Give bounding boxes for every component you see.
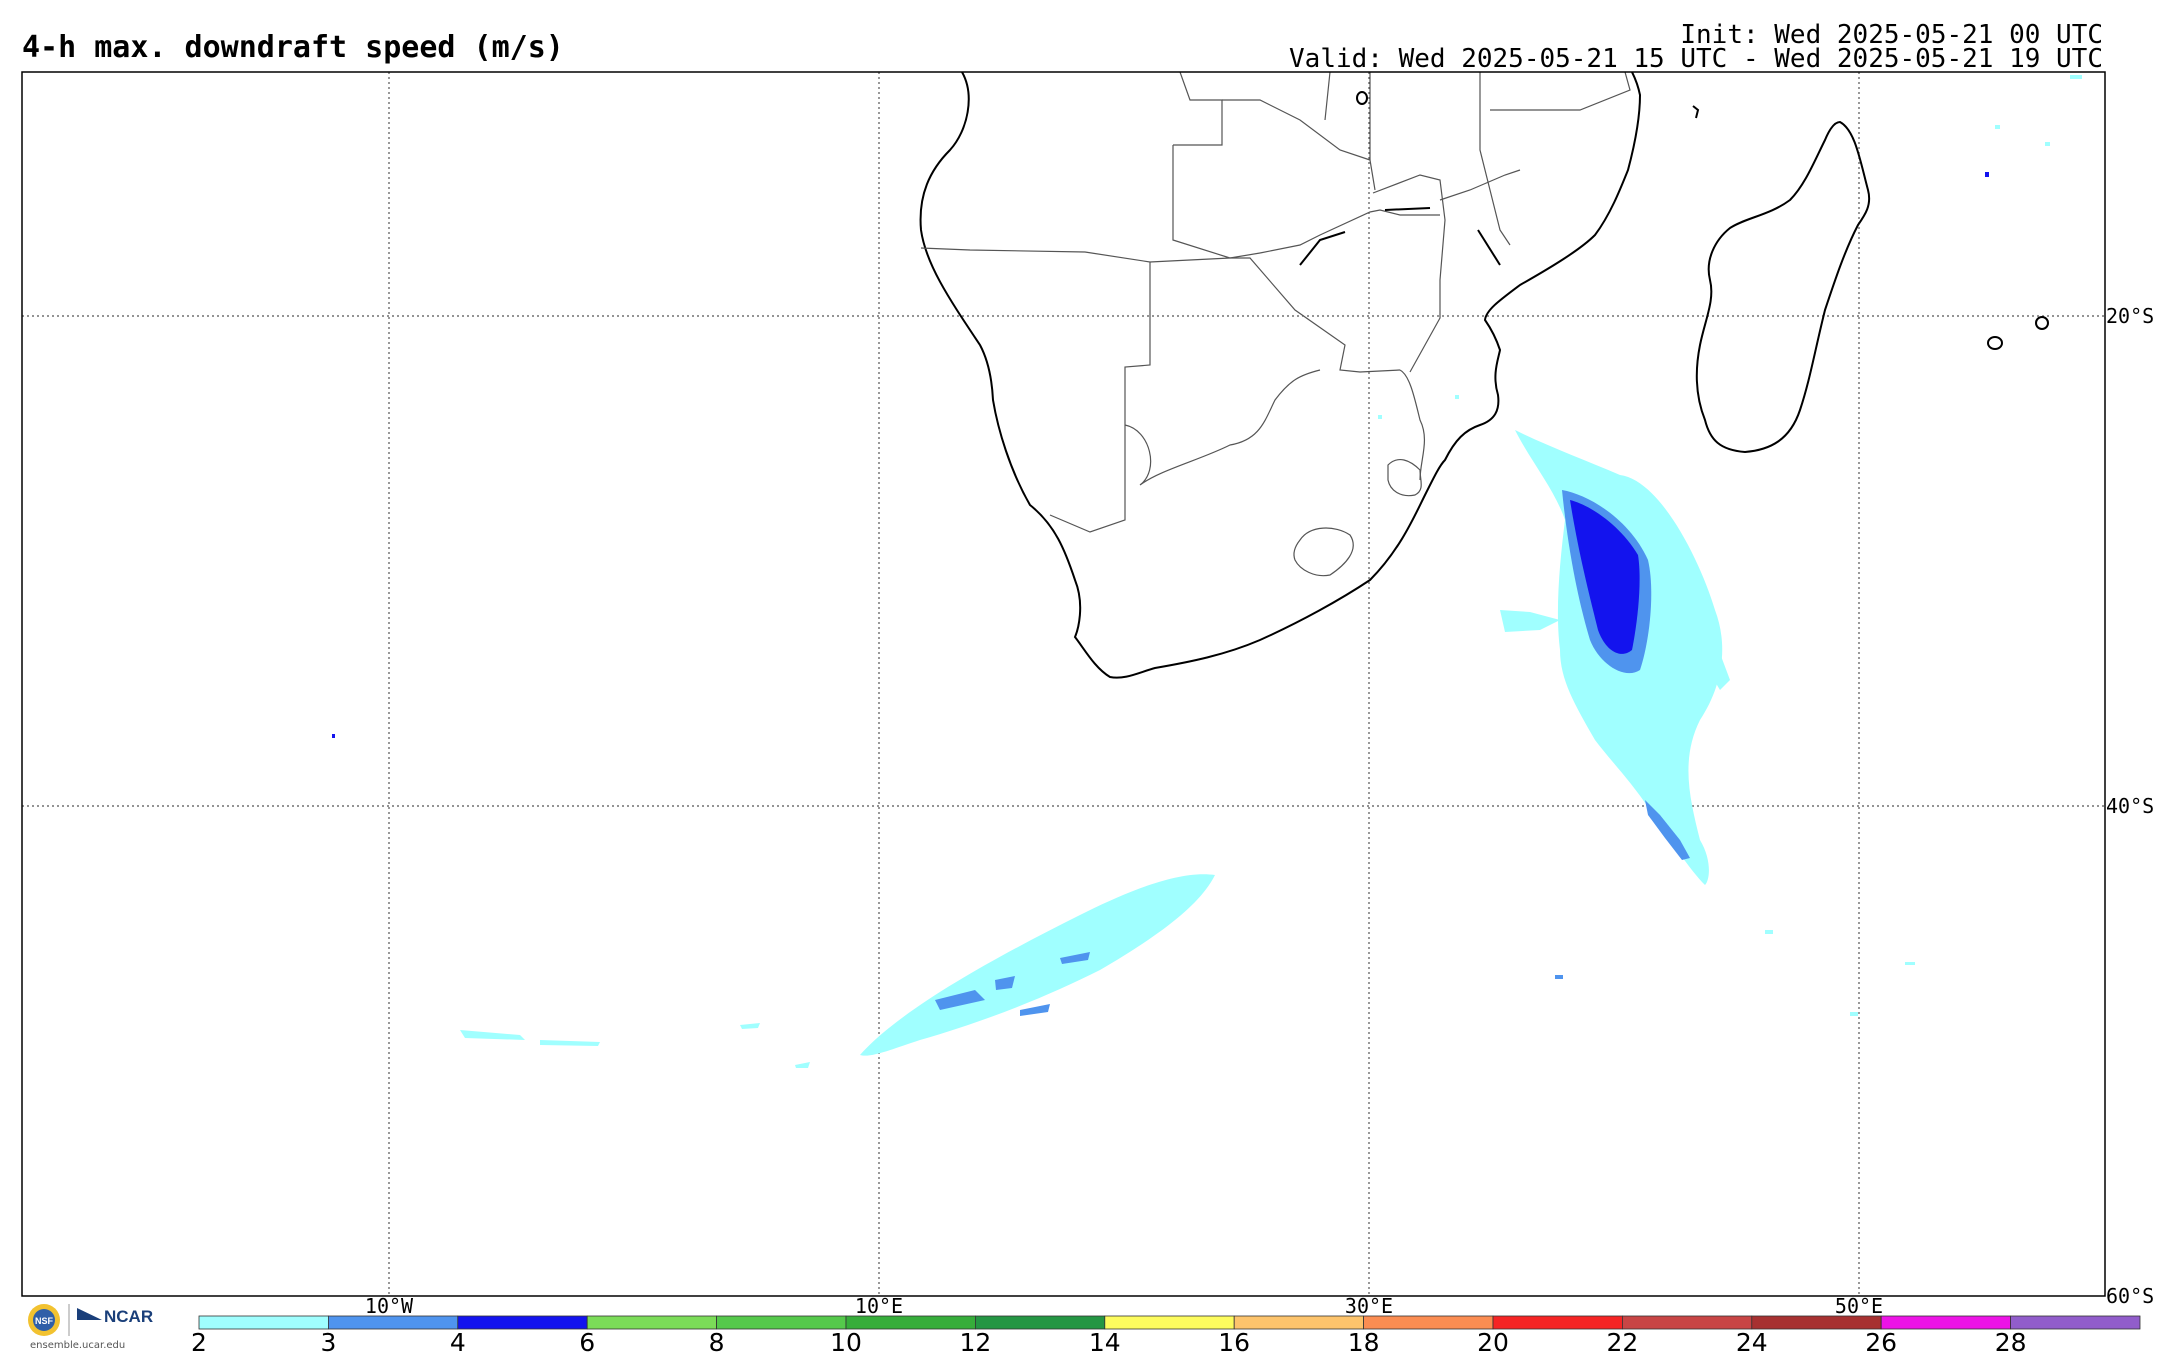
scattered-specks bbox=[332, 75, 2082, 1016]
colorbar-swatch bbox=[1622, 1315, 1753, 1330]
lon-label-30e: 30°E bbox=[1344, 1294, 1394, 1318]
colorbar-tick: 16 bbox=[1218, 1328, 1251, 1357]
colorbar-tick: 12 bbox=[959, 1328, 992, 1357]
colorbar bbox=[198, 1315, 2141, 1330]
gridlines bbox=[22, 72, 2105, 1296]
nsf-ncar-logos: NSF bbox=[28, 1304, 102, 1336]
colorbar-tick: 4 bbox=[449, 1328, 466, 1357]
valid-time: Valid: Wed 2025-05-21 15 UTC - Wed 2025-… bbox=[1289, 44, 2103, 74]
plot-frame bbox=[21, 71, 2106, 1297]
lat-label-60s: 60°S bbox=[2106, 1284, 2155, 1308]
colorbar-swatch bbox=[1492, 1315, 1623, 1330]
lon-label-10e: 10°E bbox=[854, 1294, 904, 1318]
lat-label-20s: 20°S bbox=[2106, 304, 2155, 328]
colorbar-tick: 14 bbox=[1088, 1328, 1121, 1357]
init-time: Init: Wed 2025-05-21 00 UTC bbox=[1680, 20, 2103, 50]
lon-label-50e: 50°E bbox=[1834, 1294, 1884, 1318]
nsf-logo-text: NSF bbox=[35, 1316, 54, 1326]
colorbar-tick: 8 bbox=[708, 1328, 725, 1357]
colorbar-tick: 26 bbox=[1865, 1328, 1898, 1357]
downdraft-swath-south-atlantic bbox=[460, 874, 1215, 1068]
colorbar-tick: 3 bbox=[320, 1328, 337, 1357]
country-borders bbox=[920, 72, 1631, 577]
colorbar-tick: 6 bbox=[579, 1328, 596, 1357]
ncar-logo-text: NCAR bbox=[104, 1307, 154, 1326]
colorbar-swatch bbox=[198, 1315, 329, 1330]
ncar-logo-icon bbox=[77, 1308, 102, 1320]
colorbar-tick: 24 bbox=[1735, 1328, 1768, 1357]
colorbar-swatch bbox=[2010, 1315, 2141, 1330]
colorbar-swatch bbox=[1104, 1315, 1235, 1330]
colorbar-tick: 18 bbox=[1347, 1328, 1380, 1357]
colorbar-swatch bbox=[716, 1315, 847, 1330]
island-outlines bbox=[1692, 105, 2049, 350]
lat-label-40s: 40°S bbox=[2106, 794, 2155, 818]
colorbar-tick: 10 bbox=[830, 1328, 862, 1357]
lon-label-10w: 10°W bbox=[364, 1294, 414, 1318]
colorbar-swatch bbox=[975, 1315, 1106, 1330]
downdraft-swath-mozambique-channel bbox=[1500, 430, 1730, 885]
colorbar-swatch bbox=[457, 1315, 588, 1330]
colorbar-swatch bbox=[1880, 1315, 2011, 1330]
colorbar-swatch bbox=[586, 1315, 718, 1330]
madagascar bbox=[1695, 120, 1871, 454]
colorbar-tick: 2 bbox=[191, 1328, 207, 1357]
map-title: 4-h max. downdraft speed (m/s) bbox=[22, 30, 564, 65]
colorbar-tick: 22 bbox=[1606, 1328, 1639, 1357]
lakes bbox=[1299, 91, 1501, 266]
colorbar-tick: 20 bbox=[1477, 1328, 1509, 1357]
ensemble-url: ensemble.ucar.edu bbox=[30, 1340, 126, 1351]
colorbar-tick: 28 bbox=[1994, 1328, 2027, 1357]
southern-africa-coastline bbox=[919, 72, 1642, 679]
